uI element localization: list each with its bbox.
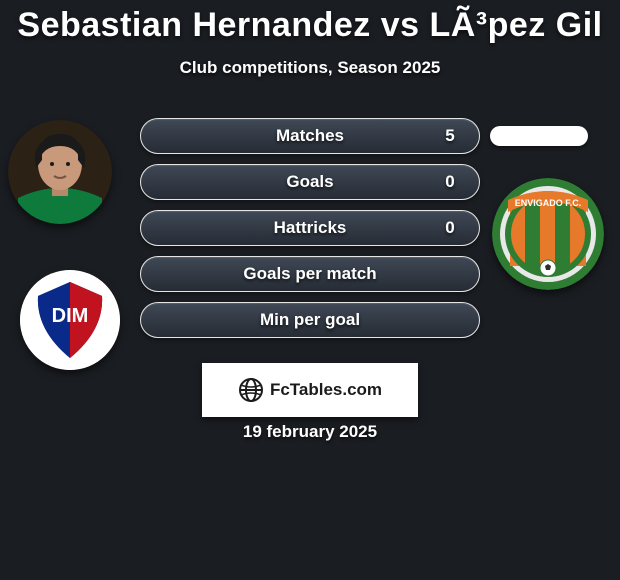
brand-banner[interactable]: FcTables.com	[202, 363, 418, 417]
stat-right-value	[421, 303, 479, 337]
club-badge-text: ENVIGADO F.C.	[515, 198, 582, 208]
player1-club-badge: DIM	[20, 270, 120, 370]
stat-row-goals-per-match: Goals per match	[140, 256, 480, 292]
stat-row-goals: Goals 0	[140, 164, 480, 200]
empty-pill	[490, 126, 588, 146]
stat-pill: Min per goal	[140, 302, 480, 338]
stat-row-hattricks: Hattricks 0	[140, 210, 480, 246]
brand-text: FcTables.com	[270, 380, 382, 400]
player1-avatar	[8, 120, 112, 224]
page-title: Sebastian Hernandez vs LÃ³pez Gil	[0, 6, 620, 45]
stat-pill: Matches 5	[140, 118, 480, 154]
club-badge-svg: DIM	[20, 270, 120, 370]
stat-row-min-per-goal: Min per goal	[140, 302, 480, 338]
avatar-svg	[8, 120, 112, 224]
player2-club-badge: ENVIGADO F.C.	[492, 178, 604, 290]
stat-row-matches: Matches 5	[140, 118, 480, 154]
club-badge-text: DIM	[52, 305, 89, 327]
comparison-card: Sebastian Hernandez vs LÃ³pez Gil Club c…	[0, 0, 620, 580]
stat-pill: Goals per match	[140, 256, 480, 292]
stat-right-value: 0	[421, 211, 479, 245]
page-subtitle: Club competitions, Season 2025	[0, 58, 620, 78]
stat-right-value: 0	[421, 165, 479, 199]
footer-date: 19 february 2025	[0, 422, 620, 442]
stat-pill: Hattricks 0	[140, 210, 480, 246]
club-badge-svg: ENVIGADO F.C.	[492, 178, 604, 290]
globe-icon	[238, 377, 264, 403]
stat-right-value	[421, 257, 479, 291]
stat-pill: Goals 0	[140, 164, 480, 200]
stat-right-value: 5	[421, 119, 479, 153]
